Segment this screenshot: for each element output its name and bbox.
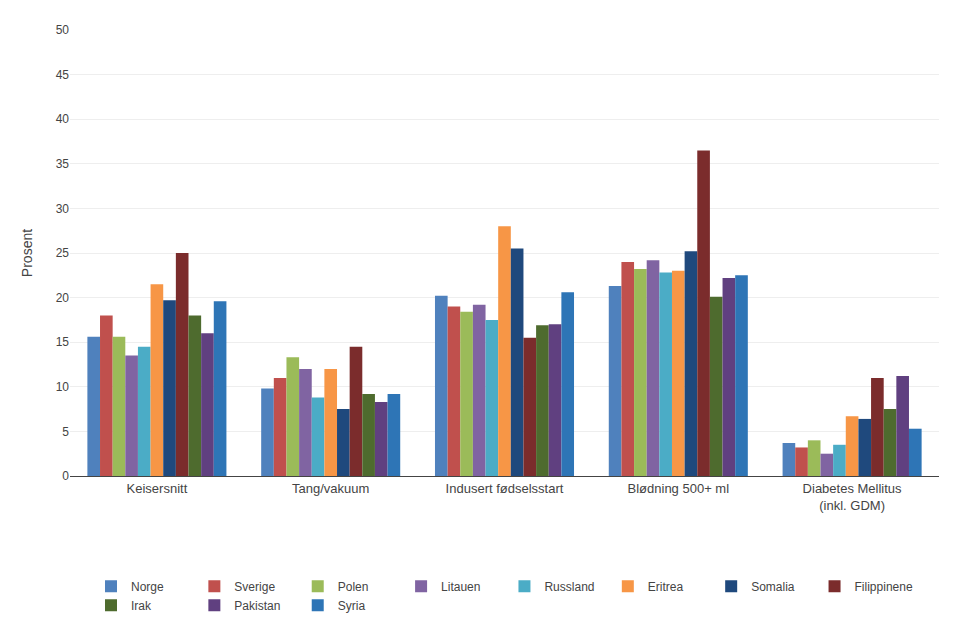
svg-text:Norge: Norge <box>131 580 164 594</box>
svg-text:15: 15 <box>56 335 70 349</box>
svg-text:Eritrea: Eritrea <box>648 580 684 594</box>
svg-text:25: 25 <box>56 246 70 260</box>
svg-text:Syria: Syria <box>338 599 366 613</box>
svg-text:10: 10 <box>56 380 70 394</box>
svg-text:Polen: Polen <box>338 580 369 594</box>
svg-text:20: 20 <box>56 291 70 305</box>
svg-text:Russland: Russland <box>544 580 594 594</box>
svg-text:Irak: Irak <box>131 599 152 613</box>
svg-text:45: 45 <box>56 68 70 82</box>
svg-text:30: 30 <box>56 202 70 216</box>
svg-text:40: 40 <box>56 112 70 126</box>
svg-text:Diabetes Mellitus(inkl. GDM): Diabetes Mellitus(inkl. GDM) <box>803 481 902 513</box>
svg-text:Filippinene: Filippinene <box>855 580 913 594</box>
svg-text:Prosent: Prosent <box>19 229 35 277</box>
svg-text:Somalia: Somalia <box>751 580 795 594</box>
svg-text:Sverige: Sverige <box>234 580 275 594</box>
svg-text:Indusert fødselsstart: Indusert fødselsstart <box>446 481 564 496</box>
svg-text:5: 5 <box>62 425 69 439</box>
svg-text:50: 50 <box>56 23 70 37</box>
svg-text:35: 35 <box>56 157 70 171</box>
svg-text:Keisersnitt: Keisersnitt <box>127 481 188 496</box>
svg-text:Pakistan: Pakistan <box>234 599 280 613</box>
svg-text:Blødning 500+ ml: Blødning 500+ ml <box>628 481 730 496</box>
svg-text:Tang/vakuum: Tang/vakuum <box>292 481 369 496</box>
svg-text:Litauen: Litauen <box>441 580 480 594</box>
svg-text:0: 0 <box>62 469 69 483</box>
